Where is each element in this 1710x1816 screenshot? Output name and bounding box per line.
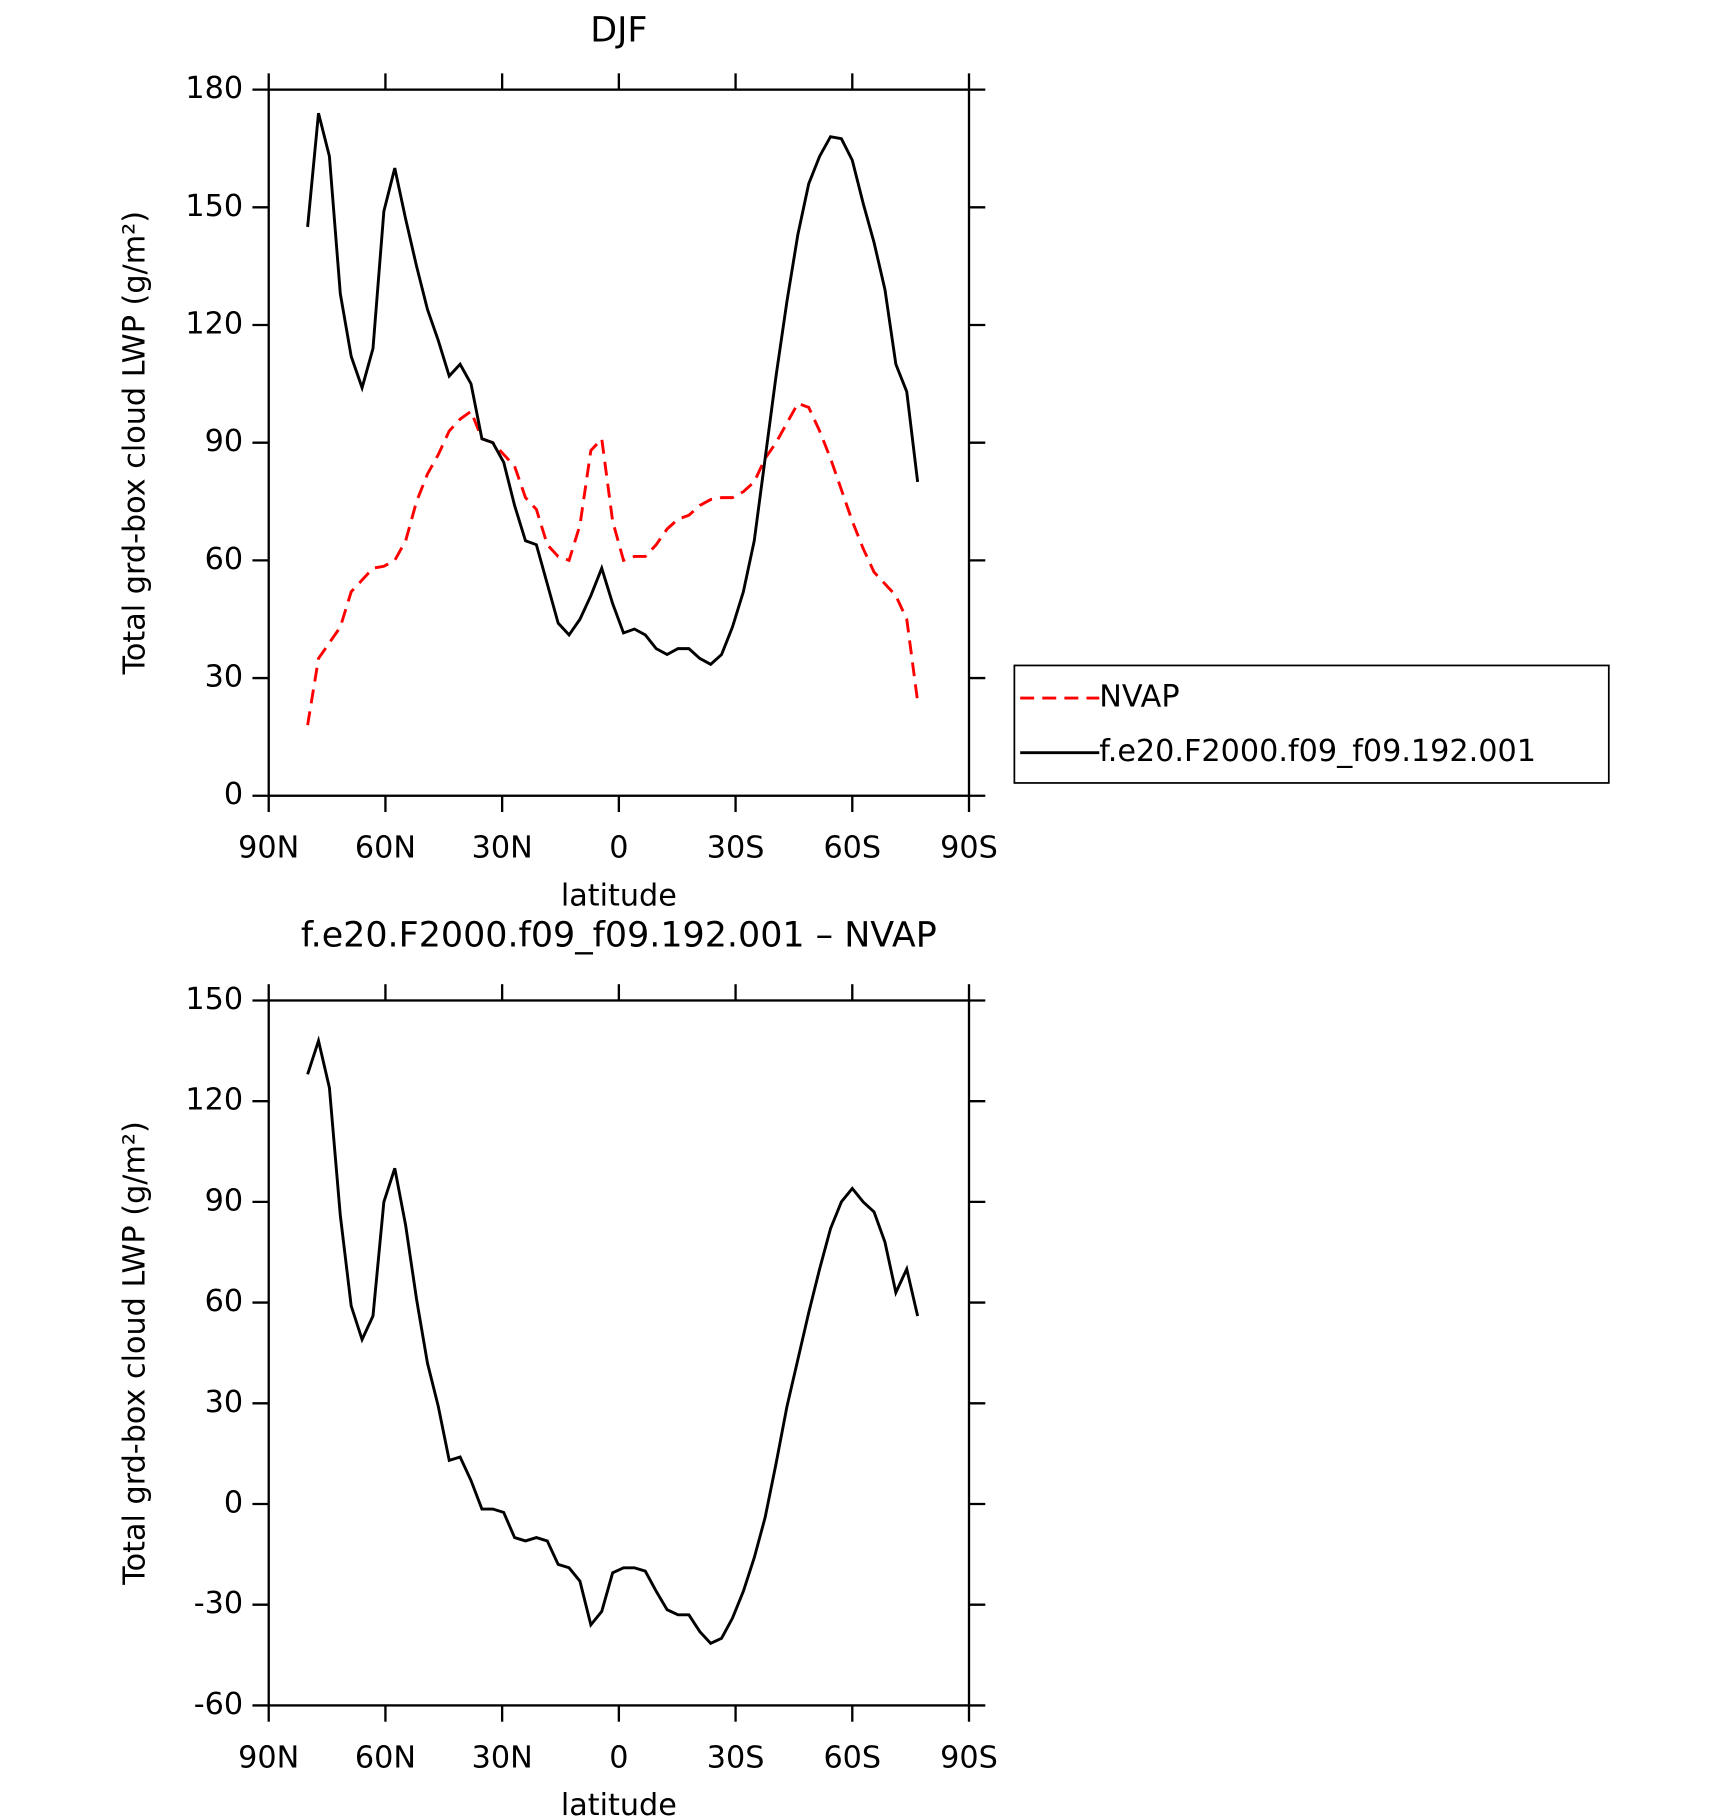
y-tick-label: -60 <box>194 1687 243 1722</box>
y-tick-label: 90 <box>205 1183 243 1218</box>
x-tick-label: 30S <box>707 1740 765 1775</box>
data-line <box>306 401 920 726</box>
y-tick-label: -30 <box>194 1586 243 1621</box>
x-axis-label: latitude <box>561 878 677 913</box>
y-tick-label: 90 <box>205 424 243 459</box>
x-tick-label: 60S <box>823 831 881 866</box>
y-tick-label: 0 <box>224 1486 243 1521</box>
y-axis-label: Total grd-box cloud LWP (g/m²) <box>118 1121 153 1586</box>
y-axis-label: Total grd-box cloud LWP (g/m²) <box>118 211 153 676</box>
x-tick-label: 60N <box>355 831 416 866</box>
x-axis-label: latitude <box>561 1788 677 1816</box>
data-line <box>306 112 920 667</box>
x-tick-label: 0 <box>609 831 628 866</box>
legend-box <box>1013 664 1610 784</box>
chart-title: DJF <box>590 10 647 50</box>
chart-title: f.e20.F2000.f09_f09.192.001 – NVAP <box>301 916 937 956</box>
x-tick-label: 60S <box>823 1740 881 1775</box>
legend-label: f.e20.F2000.f09_f09.192.001 <box>1099 734 1536 769</box>
y-tick-label: 120 <box>185 1083 243 1118</box>
legend-label: NVAP <box>1099 680 1179 715</box>
x-tick-label: 0 <box>609 1740 628 1775</box>
x-tick-label: 90N <box>238 831 299 866</box>
y-tick-label: 120 <box>185 307 243 342</box>
y-tick-label: 150 <box>185 982 243 1017</box>
x-tick-label: 60N <box>355 1740 416 1775</box>
y-tick-label: 30 <box>205 660 243 695</box>
y-tick-label: 0 <box>224 777 243 812</box>
x-tick-label: 90N <box>238 1740 299 1775</box>
x-tick-label: 30N <box>472 1740 533 1775</box>
y-tick-label: 180 <box>185 71 243 106</box>
y-tick-label: 30 <box>205 1385 243 1420</box>
plot-frame <box>267 999 971 1707</box>
data-line <box>306 1035 920 1646</box>
x-tick-label: 30S <box>707 831 765 866</box>
y-tick-label: 60 <box>205 542 243 577</box>
y-tick-label: 150 <box>185 189 243 224</box>
x-tick-label: 90S <box>940 1740 998 1775</box>
x-tick-label: 90S <box>940 831 998 866</box>
plot-frame <box>267 88 971 797</box>
x-tick-label: 30N <box>472 831 533 866</box>
y-tick-label: 60 <box>205 1284 243 1319</box>
